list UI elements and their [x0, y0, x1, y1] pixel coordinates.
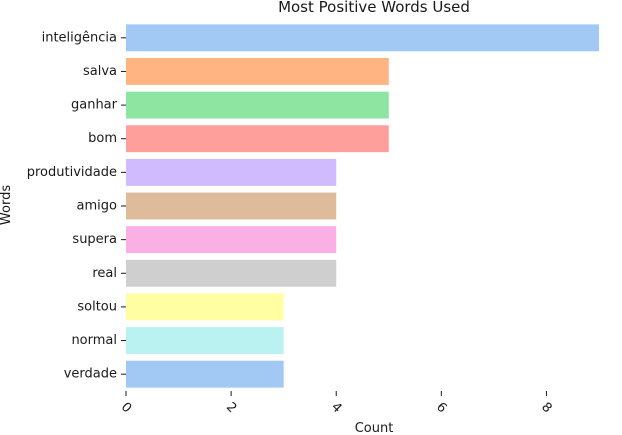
bar-3	[126, 125, 389, 153]
y-tick-label: real	[92, 266, 117, 281]
bars-group	[126, 24, 599, 388]
bar-10	[126, 360, 284, 388]
bar-1	[126, 58, 389, 85]
x-tick-labels: 0 2 4 6 8	[118, 391, 555, 416]
bar-0	[126, 24, 599, 52]
bar-4	[126, 158, 337, 186]
y-tick-labels: inteligência salva ganhar bom produtividade a…	[27, 30, 126, 382]
bar-9	[126, 327, 284, 354]
bar-6	[126, 226, 337, 254]
y-tick-label: salva	[83, 64, 117, 79]
y-tick-label: bom	[88, 131, 117, 146]
x-axis-title: Count	[355, 421, 394, 435]
x-tick-label: 6	[433, 400, 449, 416]
y-tick-label: verdade	[64, 367, 117, 382]
y-tick-label: supera	[72, 232, 117, 247]
y-tick-label: amigo	[77, 199, 117, 214]
x-tick-label: 0	[118, 400, 134, 416]
bar-7	[126, 259, 337, 287]
y-tick-label: produtividade	[27, 165, 117, 180]
x-tick-label: 8	[538, 400, 554, 416]
y-tick-label: soltou	[77, 299, 117, 314]
y-tick-label: ganhar	[71, 98, 118, 113]
bar-8	[126, 293, 284, 321]
y-tick-label: normal	[71, 333, 117, 348]
x-tick-label: 2	[223, 400, 239, 416]
y-axis-title: Words	[0, 185, 14, 225]
bar-5	[126, 192, 337, 220]
chart-title: Most Positive Words Used	[278, 0, 470, 16]
x-tick-label: 4	[328, 400, 344, 416]
y-tick-label: inteligência	[42, 30, 117, 45]
bar-2	[126, 91, 389, 119]
